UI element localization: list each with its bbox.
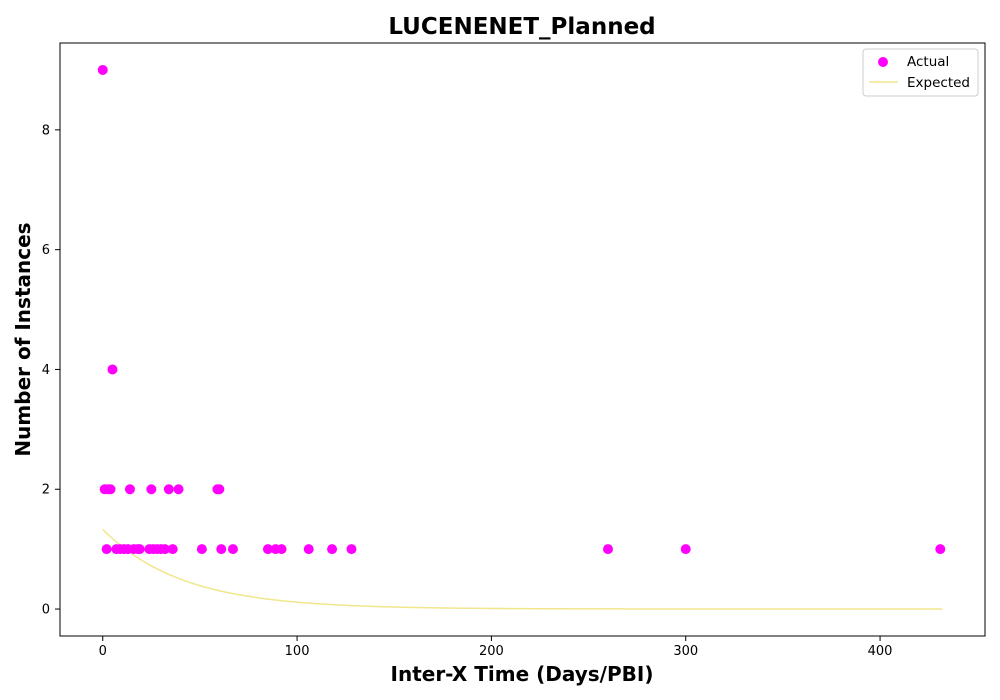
actual-data-point: [327, 544, 338, 555]
legend: Actual Expected: [862, 48, 979, 97]
x-tick-label: 0: [99, 644, 107, 659]
y-tick-label: 0: [42, 603, 50, 618]
actual-data-point: [97, 64, 108, 75]
plot-area: [97, 64, 946, 610]
x-tick-label: 300: [673, 644, 698, 659]
actual-data-point: [346, 544, 357, 555]
legend-expected-label: Expected: [907, 75, 970, 91]
actual-data-point: [101, 544, 112, 555]
actual-data-point: [276, 544, 287, 555]
actual-data-point: [134, 544, 145, 555]
x-tick-label: 200: [479, 644, 504, 659]
legend-actual-marker: [878, 57, 888, 67]
actual-data-point: [262, 544, 273, 555]
legend-box: [862, 48, 979, 97]
y-tick-label: 6: [42, 243, 50, 258]
actual-data-point: [214, 484, 225, 495]
x-axis-title: Inter-X Time (Days/PBI): [391, 662, 654, 686]
actual-data-point: [167, 544, 178, 555]
y-tick-label: 4: [42, 363, 50, 378]
chart-title: LUCENENET_Planned: [388, 14, 655, 40]
actual-data-point: [159, 544, 170, 555]
y-tick-label: 2: [42, 483, 50, 498]
actual-data-point: [303, 544, 314, 555]
actual-data-point: [935, 544, 946, 555]
actual-data-point: [216, 544, 227, 555]
actual-data-point: [173, 484, 184, 495]
x-tick-label: 400: [868, 644, 893, 659]
actual-data-point: [603, 544, 613, 555]
plot-frame: [59, 42, 986, 637]
actual-data-point: [146, 484, 157, 495]
actual-data-point: [196, 544, 207, 555]
y-axis: 0 2 4 6 8: [42, 123, 60, 618]
actual-data-point: [163, 484, 174, 495]
actual-data-point: [124, 484, 135, 495]
actual-data-point: [680, 544, 691, 555]
actual-data-point: [227, 544, 238, 555]
y-tick-label: 8: [42, 123, 50, 138]
y-axis-title: Number of Instances: [11, 222, 35, 456]
x-tick-label: 100: [285, 644, 310, 659]
expected-curve: [102, 528, 943, 610]
x-axis: 0 100 200 300 400: [99, 636, 893, 659]
actual-data-point: [107, 364, 118, 375]
legend-actual-label: Actual: [907, 54, 949, 70]
actual-data-point: [105, 484, 116, 495]
